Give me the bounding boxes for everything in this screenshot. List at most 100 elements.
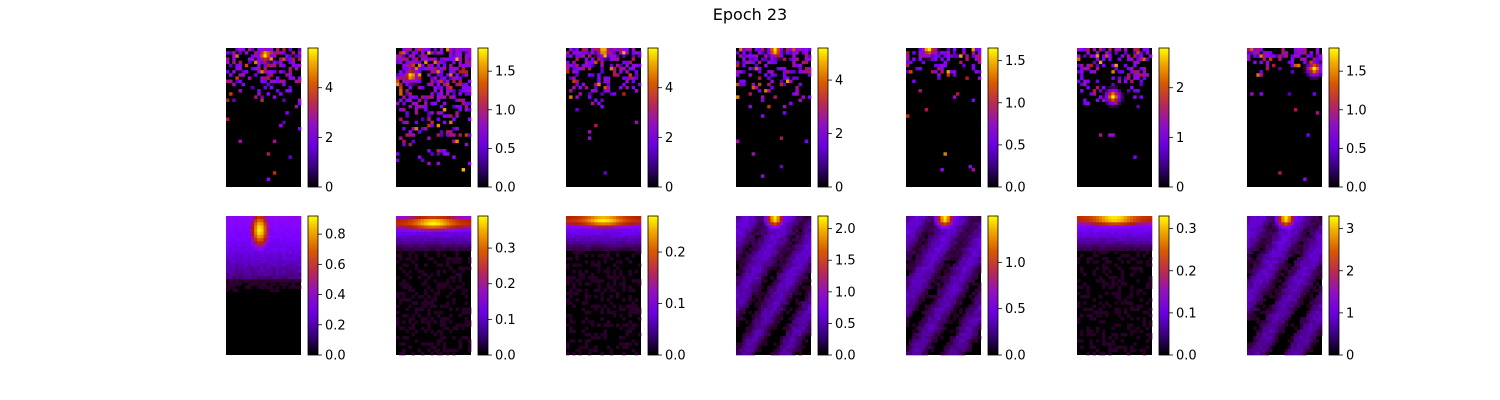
heatmap-cell [572,244,576,248]
heatmap-cell [956,326,960,331]
heatmap-cell [1114,92,1118,96]
heatmap-cell [597,269,601,274]
heatmap-cell [962,269,966,274]
heatmap-cell [739,79,743,84]
heatmap-cell [921,317,926,321]
heatmap-cell [266,216,271,220]
heatmap-cell [606,345,611,349]
heatmap-cell [452,104,456,109]
heatmap-cell [959,54,963,58]
heatmap-cell [956,336,960,340]
heatmap-cell [795,63,799,68]
heatmap-cell [764,250,768,255]
heatmap-cell [770,54,774,58]
heatmap-cell [748,54,752,58]
heatmap-panel-r2c2: 0.00.10.20.3 [396,215,516,364]
heatmap-cell [402,139,406,144]
heatmap-cell [276,241,280,245]
heatmap-cell [906,313,910,318]
heatmap-cell [446,304,450,308]
heatmap-cell [956,241,960,245]
heatmap-cell [927,244,932,248]
heatmap-cell [918,51,922,55]
heatmap-cell [959,60,963,65]
heatmap-cell [782,250,787,255]
heatmap-cell [232,288,236,293]
heatmap-cell [622,288,626,293]
heatmap-cell [288,73,292,77]
heatmap-cell [739,241,743,245]
heatmap-cell [594,332,598,337]
heatmap-cell [739,348,743,353]
heatmap-cell [789,298,793,302]
heatmap-cell [291,234,296,239]
heatmap-cell [754,345,759,349]
heatmap-cell [272,234,277,239]
heatmap-cell [754,272,759,277]
heatmap-cell [269,257,274,261]
heatmap-cell [455,228,459,233]
heatmap-cell [606,231,611,236]
heatmap-cell [751,342,756,346]
heatmap-cell [405,48,409,52]
heatmap-cell [949,272,954,277]
heatmap-cell [396,219,400,223]
heatmap-cell [1268,54,1273,58]
heatmap-cell [637,216,642,220]
heatmap-cell [968,257,972,261]
heatmap-cell [269,63,274,68]
heatmap-cell [297,48,302,52]
heatmap-cell [297,241,302,245]
heatmap-cell [291,253,296,258]
heatmap-cell [757,307,762,312]
heatmap-cell [244,231,249,236]
heatmap-cell [594,82,598,87]
heatmap-cell [461,307,466,312]
heatmap-cell [235,244,239,248]
heatmap-cell [266,231,271,236]
heatmap-cell [965,231,969,236]
heatmap-cell [1145,48,1150,52]
heatmap-cell [464,288,469,293]
heatmap-cell [464,301,469,305]
heatmap-cell [915,238,919,242]
heatmap-cell [584,225,589,229]
heatmap-cell [751,282,756,286]
heatmap-cell [402,291,406,296]
heatmap-cell [575,238,579,242]
heatmap-cell [285,111,289,115]
heatmap-cell [625,63,629,68]
heatmap-cell [782,82,787,87]
heatmap-cell [625,238,629,242]
heatmap-cell [946,317,951,321]
heatmap-cell [1098,228,1103,233]
heatmap-cell [1120,70,1125,74]
heatmap-cell [424,282,428,286]
heatmap-cell [736,51,740,55]
heatmap-cell [408,238,412,242]
heatmap-cell [1092,225,1097,229]
heatmap-cell [458,339,462,343]
heatmap-cell [959,285,963,289]
heatmap-cell [1083,225,1087,229]
heatmap-cell [1114,225,1118,229]
heatmap-cell [927,257,932,261]
heatmap-cell [272,266,277,271]
heatmap-cell [467,57,472,61]
heatmap-cell [226,260,230,264]
heatmap-cell [1297,51,1301,55]
heatmap-cell [229,63,233,68]
heatmap-cell [254,54,258,58]
heatmap-cell [421,317,425,321]
heatmap-cell [789,323,793,327]
heatmap-cell [430,234,434,239]
heatmap-cell [254,253,258,258]
heatmap-cell [226,60,230,65]
heatmap-cell [795,228,799,233]
heatmap-cell [257,57,261,61]
heatmap-cell [464,60,469,65]
heatmap-cell [612,272,617,277]
heatmap-cell [764,269,768,274]
heatmap-cell [786,329,790,334]
heatmap-cell [414,244,419,248]
